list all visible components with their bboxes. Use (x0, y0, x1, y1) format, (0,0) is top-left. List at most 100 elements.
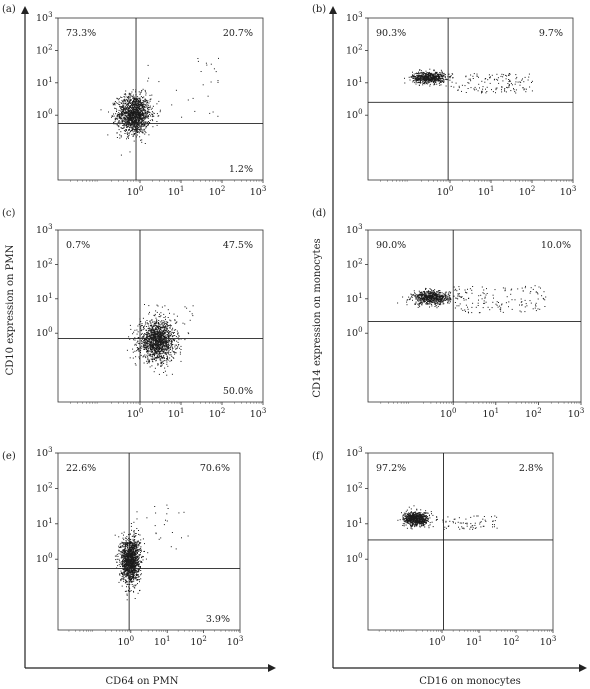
scatter-point (136, 129, 138, 131)
scatter-point (125, 98, 127, 100)
scatter-point (147, 327, 149, 329)
scatter-point (429, 79, 431, 81)
scatter-point (178, 339, 180, 341)
scatter-point (140, 104, 142, 106)
scatter-point (151, 111, 153, 113)
scatter-point (414, 79, 416, 81)
scatter-point (189, 310, 191, 312)
scatter-point (166, 343, 168, 345)
scatter-point (137, 108, 139, 110)
scatter-point (143, 108, 144, 110)
scatter-point (146, 347, 148, 348)
scatter-point (140, 107, 142, 109)
scatter-point (117, 102, 119, 104)
scatter-point (159, 343, 161, 345)
scatter-point (129, 357, 131, 359)
scatter-point (118, 126, 120, 128)
scatter-point (148, 330, 149, 332)
scatter-point (442, 75, 444, 77)
scatter-point (458, 295, 460, 297)
scatter-point (128, 113, 130, 115)
scatter-point (156, 321, 158, 323)
scatter-point (465, 304, 467, 306)
scatter-point (455, 297, 457, 299)
scatter-point (121, 112, 122, 113)
scatter-point (436, 78, 438, 80)
scatter-point (478, 312, 480, 314)
scatter-point (163, 350, 165, 352)
scatter-point (162, 342, 164, 344)
scatter-point (431, 289, 433, 291)
scatter-point (160, 332, 162, 333)
scatter-point (441, 298, 443, 299)
scatter-point (143, 116, 145, 118)
scatter-point (154, 333, 156, 335)
scatter-point (142, 131, 144, 133)
scatter-point (144, 91, 146, 93)
scatter-point (142, 125, 144, 127)
scatter-point (158, 335, 159, 337)
scatter-point (433, 300, 435, 302)
scatter-point (436, 302, 438, 304)
scatter-point (148, 338, 150, 340)
scatter-point (543, 291, 545, 293)
scatter-point (143, 335, 145, 337)
scatter-point (167, 339, 169, 341)
scatter-point (436, 295, 438, 297)
scatter-point (509, 80, 511, 82)
scatter-point (423, 79, 425, 81)
scatter-point (133, 530, 135, 532)
scatter-point (424, 292, 426, 294)
scatter-point (147, 106, 149, 108)
scatter-point (171, 340, 173, 342)
scatter-point (504, 89, 505, 91)
scatter-point (154, 347, 156, 349)
scatter-point (144, 339, 146, 340)
scatter-point (145, 348, 147, 350)
scatter-point (140, 346, 142, 348)
scatter-point (145, 102, 147, 104)
scatter-point (434, 303, 436, 305)
scatter-point (498, 82, 500, 84)
scatter-point (147, 112, 149, 114)
scatter-point (484, 81, 486, 83)
scatter-point (171, 360, 173, 362)
scatter-point (142, 105, 144, 107)
scatter-point (156, 311, 158, 313)
scatter-point (140, 139, 142, 141)
scatter-point (182, 322, 184, 324)
scatter-point (127, 124, 129, 126)
panel-label: (a) (2, 4, 16, 15)
scatter-point (470, 74, 472, 76)
scatter-point (445, 296, 447, 298)
scatter-point (500, 75, 502, 77)
scatter-point (123, 130, 125, 132)
scatter-point (171, 104, 173, 106)
scatter-point (131, 122, 133, 124)
scatter-point (508, 86, 510, 88)
scatter-point (164, 340, 166, 342)
scatter-point (138, 116, 140, 118)
scatter-point (119, 115, 121, 117)
scatter-point (136, 342, 138, 344)
scatter-point (123, 93, 125, 95)
scatter-point (441, 77, 443, 79)
scatter-point (471, 289, 473, 291)
scatter-point (430, 73, 432, 75)
scatter-point (480, 294, 482, 296)
scatter-point (528, 73, 530, 75)
scatter-point (130, 114, 131, 116)
scatter-point (107, 134, 109, 136)
scatter-point (505, 74, 507, 76)
scatter-point (540, 287, 541, 289)
scatter-point (132, 109, 133, 111)
scatter-point (439, 298, 441, 300)
scatter-point (147, 350, 149, 352)
scatter-point (143, 327, 145, 329)
scatter-point (113, 113, 114, 115)
scatter-point (134, 107, 136, 108)
scatter-point (160, 332, 162, 334)
scatter-point (147, 108, 148, 110)
scatter-point (139, 110, 141, 112)
scatter-point (128, 537, 130, 539)
